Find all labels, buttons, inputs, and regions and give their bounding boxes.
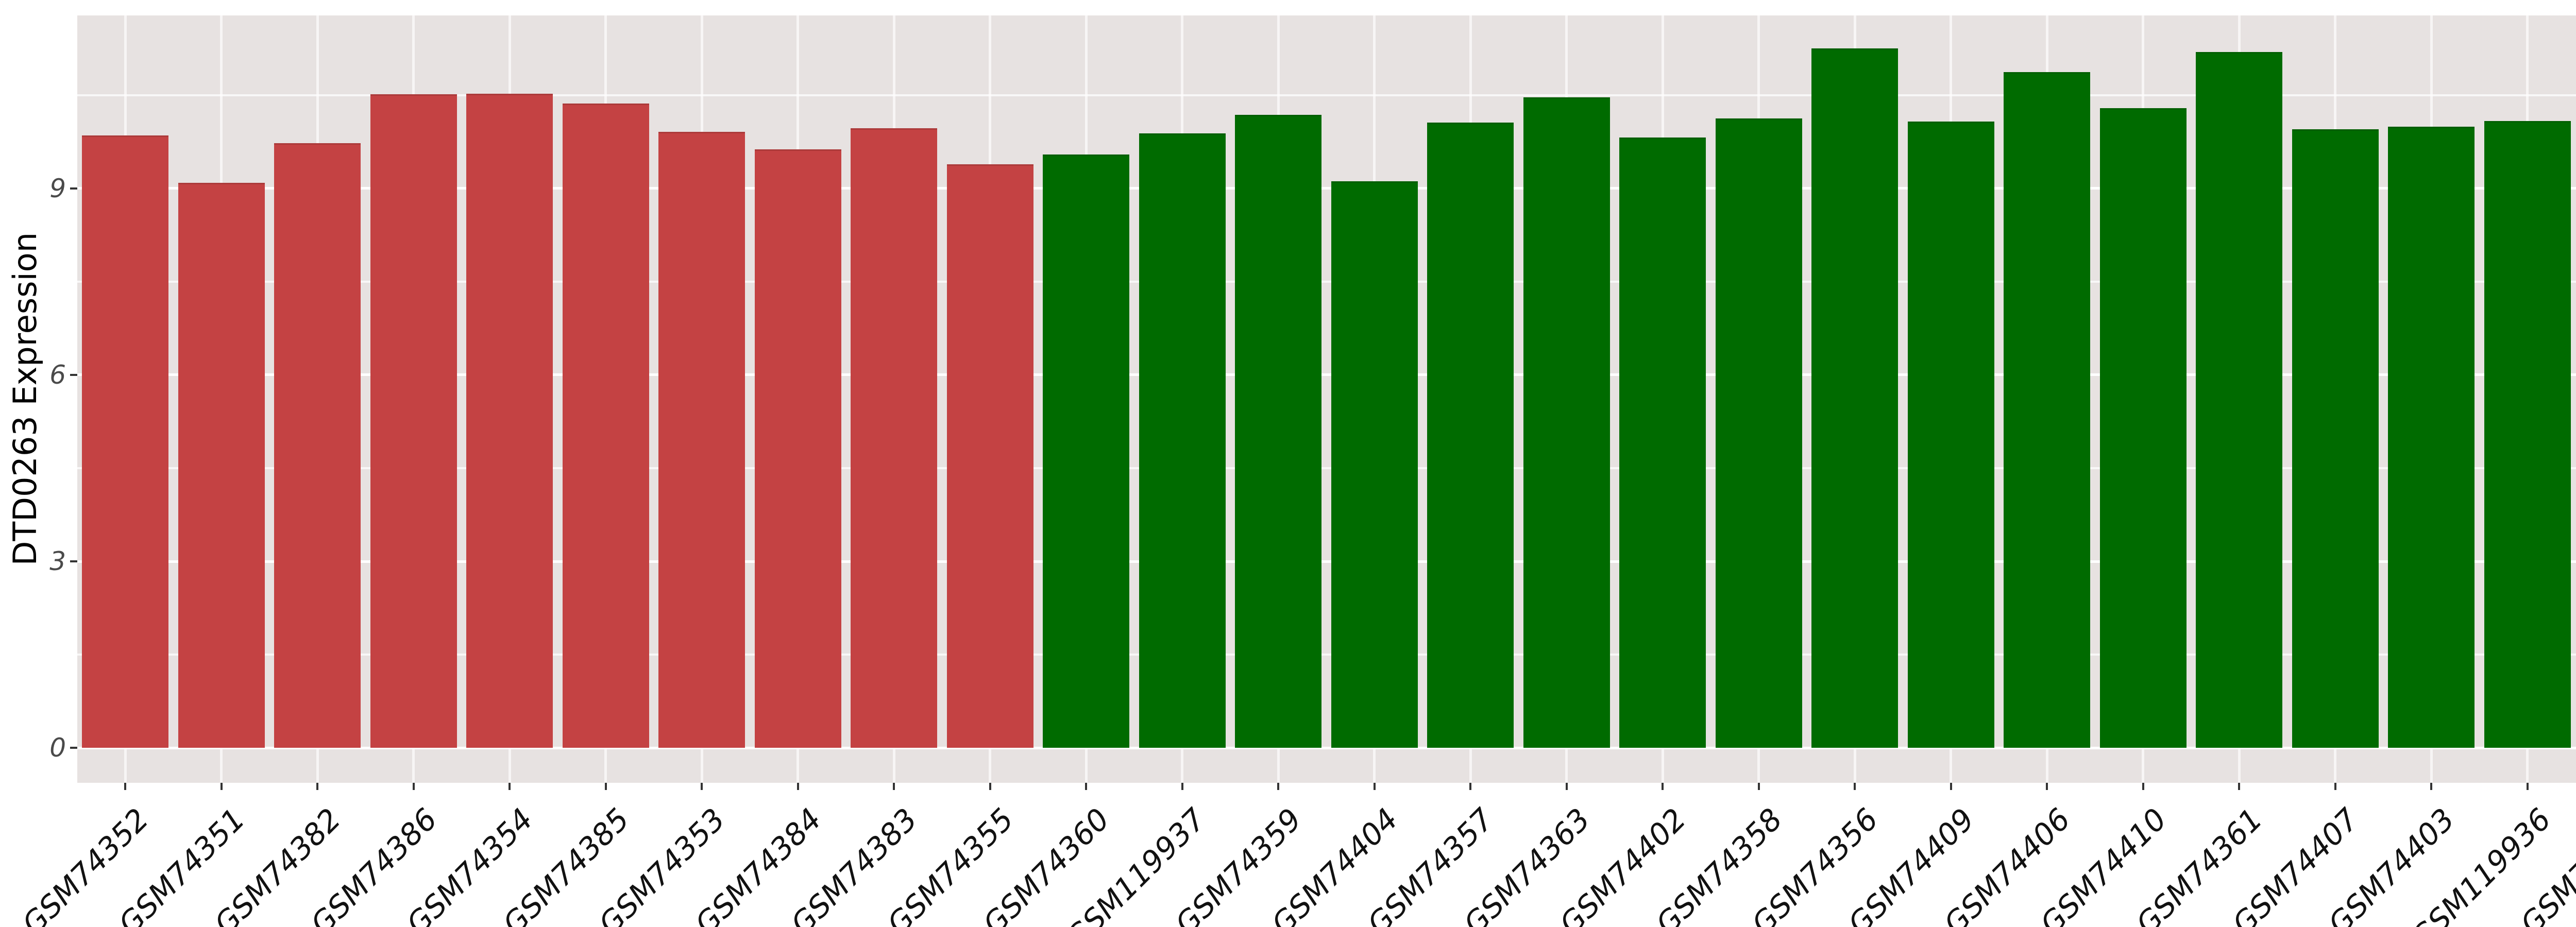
x-tick-mark — [701, 783, 703, 790]
x-tick-mark — [1662, 783, 1664, 790]
x-tick-mark — [1181, 783, 1183, 790]
x-tick-mark — [604, 783, 607, 790]
bar — [2004, 72, 2091, 748]
h-gridline-major — [77, 560, 2576, 563]
bar — [370, 94, 457, 748]
bar — [851, 128, 938, 748]
x-tick-mark — [2046, 783, 2048, 790]
y-tick-label: 9 — [49, 173, 66, 203]
bar — [274, 143, 361, 748]
x-tick-mark — [796, 783, 799, 790]
x-tick-mark — [2334, 783, 2336, 790]
y-tick-mark — [70, 747, 77, 749]
y-tick-mark — [70, 373, 77, 376]
y-tick-mark — [70, 560, 77, 563]
bar — [1715, 118, 1802, 748]
x-tick-mark — [1854, 783, 1856, 790]
x-tick-mark — [316, 783, 319, 790]
bar — [178, 182, 265, 748]
x-tick-mark — [1565, 783, 1568, 790]
x-tick-mark — [2238, 783, 2241, 790]
bar — [1139, 133, 1226, 748]
bar — [2388, 127, 2475, 748]
bar — [2484, 121, 2571, 748]
y-tick-label: 6 — [49, 359, 66, 390]
y-axis-label: DTD0263 Expression — [4, 15, 45, 783]
x-tick-mark — [220, 783, 223, 790]
x-tick-mark — [124, 783, 127, 790]
bar — [1907, 122, 1994, 748]
bar — [658, 131, 745, 748]
h-gridline-major — [77, 373, 2576, 376]
h-gridline-minor — [77, 467, 2576, 470]
x-tick-mark — [412, 783, 415, 790]
x-tick-mark — [1277, 783, 1280, 790]
plot-area — [77, 15, 2576, 783]
x-tick-mark — [893, 783, 895, 790]
x-tick-mark — [1469, 783, 1472, 790]
h-gridline-major — [77, 187, 2576, 190]
x-tick-mark — [2430, 783, 2433, 790]
bar — [946, 164, 1033, 748]
x-tick-mark — [1757, 783, 1760, 790]
y-axis-label-text: DTD0263 Expression — [6, 232, 44, 566]
x-tick-mark — [1373, 783, 1376, 790]
bar — [1043, 154, 1130, 748]
bar — [2099, 108, 2187, 748]
h-gridline-major — [77, 746, 2576, 749]
bar — [2196, 52, 2283, 748]
bar — [562, 104, 649, 748]
bar — [466, 94, 553, 748]
bar — [754, 149, 841, 748]
x-tick-mark — [1085, 783, 1088, 790]
h-gridline-minor — [77, 280, 2576, 283]
bar — [1235, 115, 1322, 748]
bar — [1811, 48, 1899, 748]
bar — [1331, 181, 1418, 748]
bar — [82, 135, 169, 748]
x-tick-mark — [2526, 783, 2529, 790]
bar — [1427, 122, 1514, 748]
bar — [1619, 137, 1706, 748]
x-tick-mark — [2142, 783, 2144, 790]
h-gridline-minor — [77, 94, 2576, 96]
x-tick-mark — [509, 783, 511, 790]
y-tick-mark — [70, 187, 77, 190]
x-tick-mark — [1950, 783, 1952, 790]
bar — [2292, 129, 2379, 748]
y-tick-label: 3 — [49, 546, 66, 577]
x-tick-mark — [989, 783, 991, 790]
h-gridline-minor — [77, 654, 2576, 656]
bar — [1523, 97, 1610, 748]
y-tick-label: 0 — [49, 733, 66, 763]
